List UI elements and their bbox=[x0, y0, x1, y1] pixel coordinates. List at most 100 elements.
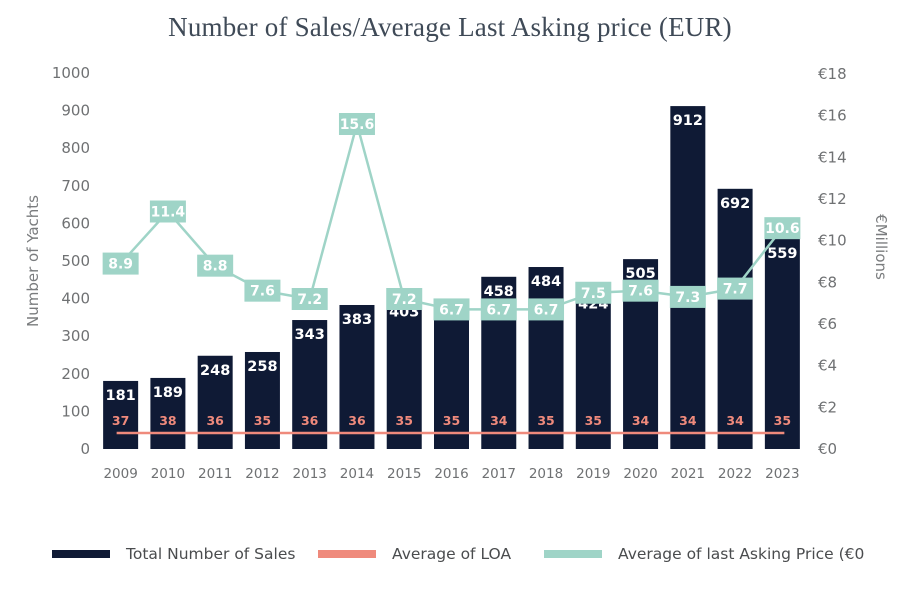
x-tick-label: 2010 bbox=[151, 466, 185, 482]
bar-value-label: 189 bbox=[153, 385, 183, 401]
price-marker bbox=[338, 113, 375, 135]
loa-label: 35 bbox=[254, 413, 271, 428]
x-tick-label: 2017 bbox=[482, 466, 516, 482]
y2-tick-label: €16 bbox=[818, 107, 847, 125]
legend-label-loa: Average of LOA bbox=[392, 545, 512, 563]
price-marker bbox=[480, 298, 517, 321]
y2-tick-label: €12 bbox=[818, 190, 847, 208]
x-tick-label: 2014 bbox=[340, 466, 374, 482]
price-label: 15.6 bbox=[340, 117, 375, 133]
loa-label: 34 bbox=[726, 413, 744, 428]
y-axis-title: Number of Yachts bbox=[24, 195, 42, 327]
price-marker bbox=[102, 252, 139, 275]
y-tick-label: 100 bbox=[61, 402, 90, 420]
x-tick-label: 2015 bbox=[387, 466, 421, 482]
y-tick-label: 800 bbox=[61, 139, 90, 157]
loa-label: 35 bbox=[396, 413, 413, 428]
bar-value-label: 181 bbox=[105, 388, 135, 404]
bar bbox=[717, 188, 753, 450]
x-tick-label: 2023 bbox=[765, 466, 799, 482]
legend-item-loa: Average of LOA bbox=[318, 545, 511, 563]
loa-label: 38 bbox=[159, 413, 176, 428]
price-marker bbox=[291, 288, 328, 310]
price-label: 8.9 bbox=[108, 257, 133, 273]
legend-label-sales: Total Number of Sales bbox=[126, 545, 296, 563]
price-label: 6.7 bbox=[534, 302, 559, 318]
price-label: 6.7 bbox=[486, 302, 511, 318]
y2-tick-label: €18 bbox=[818, 65, 847, 83]
bar bbox=[386, 297, 422, 449]
legend-item-sales: Total Number of Sales bbox=[52, 545, 295, 563]
y-tick-label: 200 bbox=[61, 365, 90, 383]
bar-value-label: 458 bbox=[484, 284, 514, 300]
y2-tick-label: €6 bbox=[818, 315, 837, 333]
price-marker bbox=[717, 277, 754, 300]
x-tick-label: 2018 bbox=[529, 466, 563, 482]
x-tick-label: 2012 bbox=[245, 466, 279, 482]
x-tick-label: 2013 bbox=[293, 466, 327, 482]
loa-label: 34 bbox=[632, 413, 650, 428]
y-tick-label: 300 bbox=[61, 327, 90, 345]
legend-item-price: Average of last Asking Price (€0 bbox=[544, 545, 864, 563]
y-tick-label: 700 bbox=[61, 177, 90, 195]
bar-value-label: 912 bbox=[673, 113, 703, 129]
legend-swatch-loa bbox=[318, 550, 376, 558]
loa-label: 36 bbox=[206, 413, 224, 428]
x-tick-label: 2021 bbox=[671, 466, 705, 482]
y2-tick-label: €4 bbox=[818, 357, 837, 375]
loa-label: 34 bbox=[490, 413, 508, 428]
loa-label: 35 bbox=[537, 413, 554, 428]
bar-value-label: 343 bbox=[295, 327, 325, 343]
price-marker bbox=[149, 200, 186, 223]
price-label: 7.6 bbox=[250, 284, 275, 300]
price-marker bbox=[244, 279, 281, 302]
bar bbox=[434, 300, 469, 449]
price-marker bbox=[764, 217, 801, 240]
loa-label: 35 bbox=[585, 413, 602, 428]
bar bbox=[528, 267, 564, 449]
y-tick-label: 900 bbox=[61, 102, 90, 120]
bar bbox=[575, 289, 611, 449]
y-tick-label: 600 bbox=[61, 214, 90, 232]
price-label: 10.6 bbox=[765, 221, 800, 237]
bar-value-label: 559 bbox=[767, 246, 797, 262]
price-label: 7.7 bbox=[723, 282, 748, 298]
bar bbox=[670, 106, 706, 449]
bar bbox=[150, 377, 186, 449]
price-label: 7.6 bbox=[628, 284, 653, 300]
price-marker bbox=[622, 279, 659, 302]
price-label: 6.7 bbox=[439, 302, 464, 318]
loa-label: 34 bbox=[679, 413, 697, 428]
price-marker bbox=[669, 285, 706, 308]
y-tick-label: 500 bbox=[61, 252, 90, 270]
bar-value-label: 383 bbox=[342, 312, 372, 328]
y2-tick-label: €0 bbox=[818, 440, 837, 458]
price-label: 7.2 bbox=[392, 292, 417, 308]
y2-tick-label: €14 bbox=[818, 148, 847, 166]
chart-title: Number of Sales/Average Last Asking pric… bbox=[168, 12, 732, 42]
bar bbox=[764, 238, 800, 449]
loa-label: 37 bbox=[112, 413, 129, 428]
y2-axis-title: €Millions bbox=[872, 214, 890, 280]
y-tick-label: 400 bbox=[61, 290, 90, 308]
loa-label: 35 bbox=[774, 413, 791, 428]
price-marker bbox=[433, 298, 470, 321]
bar-value-label: 484 bbox=[531, 274, 561, 290]
price-label: 7.5 bbox=[581, 286, 606, 302]
x-tick-label: 2011 bbox=[198, 466, 232, 482]
price-label: 8.8 bbox=[203, 259, 228, 275]
bar bbox=[103, 380, 139, 449]
bar-value-label: 258 bbox=[247, 359, 277, 375]
legend-swatch-sales bbox=[52, 550, 110, 558]
x-tick-label: 2022 bbox=[718, 466, 752, 482]
bar-value-label: 692 bbox=[720, 196, 750, 212]
y2-tick-label: €8 bbox=[818, 273, 837, 291]
price-label: 7.2 bbox=[297, 292, 322, 308]
price-label: 11.4 bbox=[151, 205, 186, 221]
bar bbox=[339, 304, 375, 449]
y-tick-label: 0 bbox=[80, 440, 90, 458]
x-tick-label: 2020 bbox=[623, 466, 657, 482]
y2-tick-label: €2 bbox=[818, 398, 837, 416]
x-tick-label: 2009 bbox=[103, 466, 137, 482]
loa-label: 35 bbox=[443, 413, 460, 428]
